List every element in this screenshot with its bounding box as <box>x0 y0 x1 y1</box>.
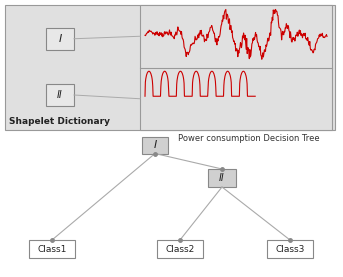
FancyBboxPatch shape <box>157 240 203 258</box>
FancyBboxPatch shape <box>29 240 75 258</box>
Text: Class1: Class1 <box>37 245 67 253</box>
FancyBboxPatch shape <box>140 5 332 130</box>
FancyBboxPatch shape <box>46 28 74 50</box>
Text: I: I <box>153 140 157 150</box>
Text: II: II <box>57 90 63 100</box>
Text: Shapelet Dictionary: Shapelet Dictionary <box>9 117 110 126</box>
FancyBboxPatch shape <box>46 84 74 106</box>
Text: Power consumption Decision Tree: Power consumption Decision Tree <box>178 134 320 143</box>
Text: II: II <box>219 173 225 183</box>
FancyBboxPatch shape <box>5 5 335 130</box>
Text: I: I <box>58 34 62 44</box>
FancyBboxPatch shape <box>142 137 168 153</box>
FancyBboxPatch shape <box>267 240 313 258</box>
Text: Class3: Class3 <box>275 245 305 253</box>
FancyBboxPatch shape <box>208 169 236 187</box>
Text: Class2: Class2 <box>165 245 194 253</box>
